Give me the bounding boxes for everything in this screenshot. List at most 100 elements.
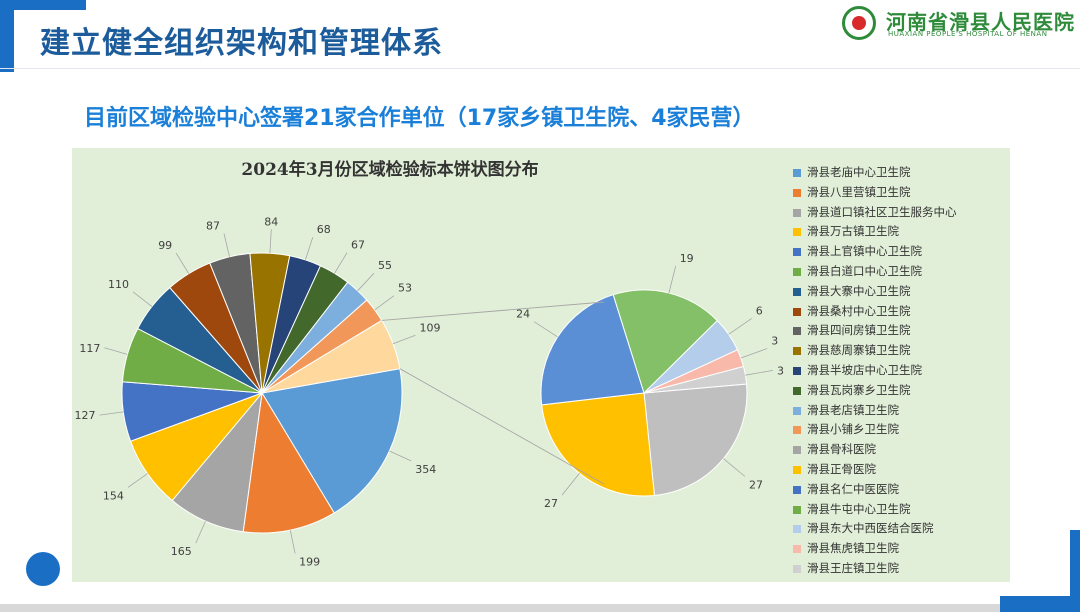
logo-name: 河南省滑县人民医院 <box>886 10 1075 34</box>
legend-item: 滑县正骨医院 <box>793 460 1008 480</box>
legend-swatch <box>793 208 801 217</box>
main-pie-data-label: 87 <box>206 220 220 233</box>
legend-label: 滑县正骨医院 <box>807 461 876 476</box>
legend-item: 滑县桑村中心卫生院 <box>793 302 1008 322</box>
legend-item: 滑县东大中西医结合医院 <box>793 519 1008 539</box>
legend-item: 滑县老庙中心卫生院 <box>793 163 1008 183</box>
corner-accent-top <box>0 0 86 10</box>
legend-label: 滑县瓦岗寨乡卫生院 <box>807 382 911 397</box>
corner-accent-br2 <box>1000 596 1080 612</box>
legend-item: 滑县四间房镇卫生院 <box>793 321 1008 341</box>
main-pie-leader-line <box>132 291 153 307</box>
legend-item: 滑县名仁中医医院 <box>793 480 1008 500</box>
legend-swatch <box>793 366 801 375</box>
legend-swatch <box>793 169 801 177</box>
main-pie-data-label: 117 <box>79 342 100 355</box>
legend-swatch <box>793 287 801 296</box>
legend-item: 滑县上官镇中心卫生院 <box>793 242 1008 262</box>
legend-label: 滑县上官镇中心卫生院 <box>807 244 922 259</box>
legend-label: 滑县半坡店中心卫生院 <box>807 362 922 377</box>
legend-item: 滑县慈周寨镇卫生院 <box>793 341 1008 361</box>
secondary-pie-slice <box>643 383 748 497</box>
legend-item: 滑县瓦岗寨乡卫生院 <box>793 381 1008 401</box>
secondary-pie-leader-line <box>740 348 768 359</box>
main-pie-data-label: 110 <box>108 278 129 291</box>
secondary-pie-leader-line <box>561 473 580 496</box>
secondary-pie-data-label: 24 <box>516 308 530 321</box>
secondary-pie-leader-line <box>668 265 677 294</box>
secondary-pie-leader-line <box>723 458 746 477</box>
main-pie-data-label: 199 <box>299 556 320 569</box>
bottom-bar <box>0 604 1000 612</box>
main-pie-leader-line <box>374 295 395 311</box>
header-divider <box>0 68 1080 69</box>
legend-swatch <box>793 426 801 435</box>
legend-label: 滑县焦虎镇卫生院 <box>807 541 899 556</box>
legend-item: 滑县小铺乡卫生院 <box>793 420 1008 440</box>
secondary-pie-data-label: 6 <box>756 304 763 317</box>
legend-swatch <box>793 327 801 336</box>
main-pie-leader-line <box>357 272 375 292</box>
main-pie-leader-line <box>269 229 272 254</box>
main-pie-data-label: 84 <box>264 215 278 228</box>
secondary-pie-slice <box>540 294 645 406</box>
legend-swatch <box>793 347 801 356</box>
secondary-pie-data-label: 27 <box>544 497 558 510</box>
main-pie-data-label: 68 <box>317 223 331 236</box>
legend-label: 滑县名仁中医医院 <box>807 481 899 496</box>
main-pie-leader-line <box>389 450 412 462</box>
main-pie-leader-line <box>195 520 206 544</box>
legend-swatch <box>793 406 801 415</box>
legend-swatch <box>793 307 801 316</box>
legend-label: 滑县道口镇社区卫生服务中心 <box>807 204 957 219</box>
main-pie-leader-line <box>223 233 230 257</box>
secondary-pie-leader-line <box>728 318 752 335</box>
main-pie-leader-line <box>334 252 348 274</box>
main-pie-leader-line <box>305 236 314 261</box>
legend-label: 滑县牛屯中心卫生院 <box>807 501 911 516</box>
legend-label: 滑县小铺乡卫生院 <box>807 422 899 437</box>
hospital-logo: 河南省滑县人民医院 HUAXIAN PEOPLE'S HOSPITAL OF H… <box>842 6 1075 42</box>
legend-item: 滑县道口镇社区卫生服务中心 <box>793 203 1008 223</box>
legend-label: 滑县桑村中心卫生院 <box>807 303 911 318</box>
chart-title: 2024年3月份区域检验标本饼状图分布 <box>241 159 538 180</box>
legend-item: 滑县白道口中心卫生院 <box>793 262 1008 282</box>
pie-chart: 2024年3月份区域检验标本饼状图分布 354 199 165 154 127 117 110… <box>75 159 785 569</box>
main-pie-data-label: 67 <box>351 239 365 252</box>
main-pie-data-label: 109 <box>420 321 441 334</box>
legend-item: 滑县王庄镇卫生院 <box>793 559 1008 579</box>
legend-item: 滑县牛屯中心卫生院 <box>793 500 1008 520</box>
secondary-pie-slice <box>541 392 655 497</box>
logo-emblem-icon <box>842 6 876 40</box>
main-pie-data-label: 55 <box>378 259 392 272</box>
legend-item: 滑县半坡店中心卫生院 <box>793 361 1008 381</box>
legend-swatch <box>793 485 801 494</box>
logo-english-name: HUAXIAN PEOPLE'S HOSPITAL OF HENAN <box>888 30 1048 38</box>
secondary-pie-data-label: 3 <box>771 335 778 348</box>
legend-label: 滑县东大中西医结合医院 <box>807 521 934 536</box>
main-pie-leader-line <box>99 411 124 416</box>
legend-label: 滑县骨科医院 <box>807 442 876 457</box>
main-pie-data-label: 165 <box>171 545 192 558</box>
legend-label: 滑县大寨中心卫生院 <box>807 283 911 298</box>
main-pie-leader-line <box>175 252 190 274</box>
legend-swatch <box>793 545 801 554</box>
legend-label: 滑县白道口中心卫生院 <box>807 263 922 278</box>
secondary-pie-leader-line <box>745 370 774 376</box>
main-pie-leader-line <box>392 334 416 345</box>
legend-swatch <box>793 446 801 455</box>
legend-swatch <box>793 525 801 534</box>
legend-swatch <box>793 267 801 276</box>
main-pie-data-label: 354 <box>415 463 436 476</box>
legend-label: 滑县老店镇卫生院 <box>807 402 899 417</box>
legend-item: 滑县焦虎镇卫生院 <box>793 539 1008 559</box>
decorative-dot <box>26 552 60 586</box>
subtitle: 目前区域检验中心签署21家合作单位（17家乡镇卫生院、4家民营） <box>84 106 755 131</box>
legend-label: 滑县万古镇卫生院 <box>807 224 899 239</box>
chart-legend: 滑县老庙中心卫生院 滑县八里营镇卫生院 滑县道口镇社区卫生服务中心 滑县万古镇卫生院滑… <box>793 163 1008 579</box>
legend-swatch <box>793 188 801 197</box>
secondary-pie-leader-line <box>533 321 558 338</box>
secondary-pie-data-label: 3 <box>777 364 784 377</box>
legend-swatch <box>793 505 801 514</box>
legend-label: 滑县四间房镇卫生院 <box>807 323 911 338</box>
